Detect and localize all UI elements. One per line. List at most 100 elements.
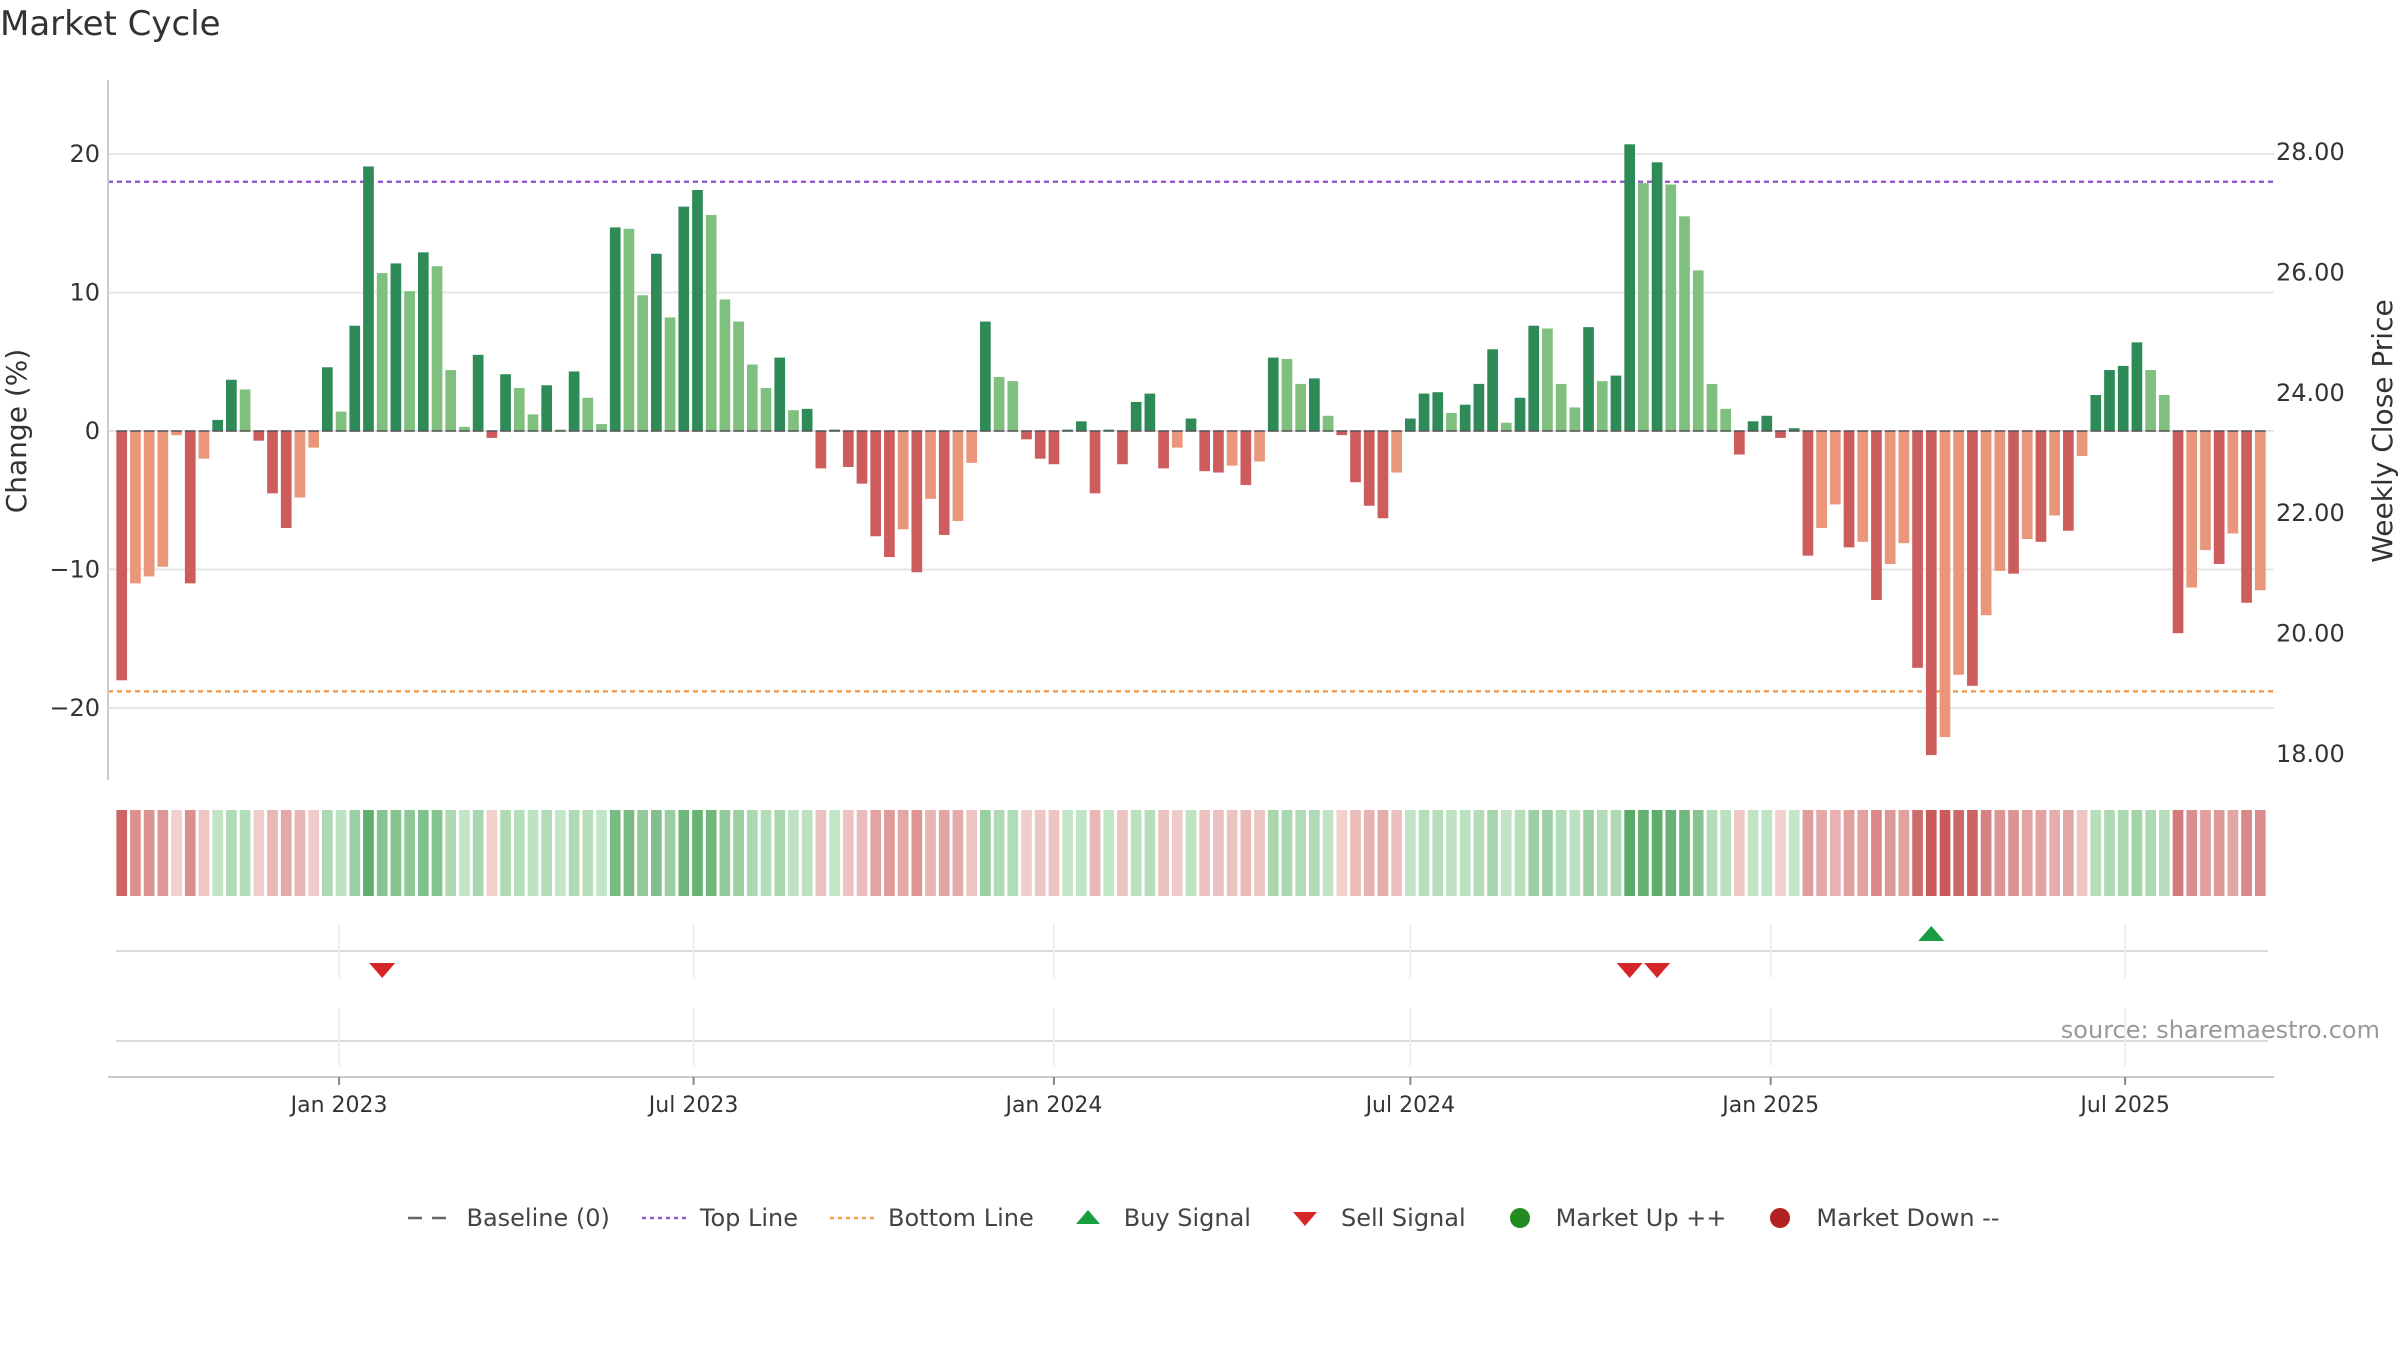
heat-cell <box>1418 810 1430 896</box>
bar <box>1884 431 1896 564</box>
baseline-legend-label: Baseline (0) <box>466 1204 610 1232</box>
heat-cell <box>253 810 265 896</box>
heat-cell <box>801 810 813 896</box>
x-tick-label: Jul 2023 <box>647 1093 739 1118</box>
market-up-legend: Market Up ++ <box>1490 1204 1726 1232</box>
bar <box>335 411 347 431</box>
bar <box>733 321 744 431</box>
heat-cell <box>2063 810 2074 896</box>
heat-cell <box>280 810 292 896</box>
bar <box>1555 383 1567 431</box>
reference-lines <box>108 180 2274 693</box>
bar <box>1953 431 1965 675</box>
heat-cell <box>1391 810 1402 896</box>
sell-signal-legend-swatch <box>1292 1212 1317 1226</box>
bar <box>1761 415 1773 431</box>
heat-cell <box>363 810 374 896</box>
heat-cell <box>513 810 525 896</box>
heat-cell <box>1528 810 1540 896</box>
page-title: Market Cycle <box>0 4 221 44</box>
bar <box>1144 393 1156 431</box>
bar <box>349 325 361 431</box>
bar <box>184 431 196 584</box>
bar <box>1281 358 1293 431</box>
heat-cell <box>1967 810 1978 896</box>
bar <box>1309 378 1320 431</box>
heat-cell <box>2035 810 2047 896</box>
bar <box>486 431 498 438</box>
heat-cell <box>651 810 662 896</box>
heat-cell <box>705 810 717 896</box>
bar <box>1391 431 1402 473</box>
signal-panel <box>116 924 2268 1066</box>
heat-cell <box>226 810 237 896</box>
heat-cell <box>1144 810 1156 896</box>
bar <box>651 253 662 431</box>
heat-cell <box>1473 810 1485 896</box>
bar <box>623 228 635 431</box>
bar <box>1925 431 1937 756</box>
bar <box>2158 394 2170 431</box>
bar <box>2254 431 2266 591</box>
heat-cell <box>1363 810 1375 896</box>
heat-cell <box>267 810 278 896</box>
heat-cell <box>1925 810 1937 896</box>
bar <box>1802 431 1814 556</box>
heat-cell <box>1048 810 1060 896</box>
bar <box>1295 383 1307 431</box>
heat-cell <box>431 810 443 896</box>
heat-cell <box>2172 810 2184 896</box>
x-tick-label: Jul 2024 <box>1364 1093 1456 1118</box>
heat-cell <box>870 810 882 896</box>
bar <box>472 354 484 431</box>
bar <box>417 252 429 431</box>
y-tick-label: −10 <box>49 556 100 584</box>
bar <box>1089 431 1101 494</box>
heat-cell <box>1021 810 1032 896</box>
heat-cell <box>1692 810 1704 896</box>
bar <box>1130 401 1142 431</box>
bar <box>294 431 306 498</box>
heat-cell <box>760 810 772 896</box>
y2-tick-label: 24.00 <box>2276 379 2345 407</box>
bar <box>1446 412 1457 431</box>
heat-cell <box>1336 810 1348 896</box>
heat-cell <box>1788 810 1800 896</box>
heat-cell <box>678 810 690 896</box>
heat-cell <box>637 810 648 896</box>
bottom-line-legend: Bottom Line <box>822 1204 1034 1232</box>
bar <box>1075 421 1087 431</box>
bar <box>609 227 621 431</box>
bar <box>2117 365 2129 431</box>
bar <box>2131 342 2143 431</box>
bar <box>760 388 772 431</box>
bar <box>2021 431 2033 540</box>
bar <box>1336 431 1348 436</box>
bar <box>664 317 676 431</box>
heat-cell <box>417 810 429 896</box>
buy-signal-legend: Buy Signal <box>1058 1204 1251 1232</box>
heat-cell <box>1322 810 1334 896</box>
bar <box>1734 431 1745 455</box>
heat-cell <box>884 810 895 896</box>
bar <box>431 266 443 431</box>
heat-cell <box>541 810 553 896</box>
bar <box>1829 431 1841 505</box>
heat-cell <box>1240 810 1252 896</box>
heat-cell <box>1089 810 1101 896</box>
heat-cell <box>459 810 470 896</box>
heat-cell <box>1624 810 1636 896</box>
bar <box>1240 431 1252 486</box>
heat-cell <box>2076 810 2088 896</box>
buy-signal-legend-label: Buy Signal <box>1123 1204 1251 1232</box>
bar <box>2035 431 2047 542</box>
bar <box>1775 431 1786 438</box>
heat-cell <box>1350 810 1361 896</box>
bar <box>938 431 950 535</box>
bar <box>1816 431 1827 528</box>
bar <box>568 371 580 431</box>
bar <box>1843 431 1855 548</box>
heat-cell <box>1075 810 1087 896</box>
bar <box>376 273 388 431</box>
top-line-legend-swatch <box>641 1216 686 1220</box>
